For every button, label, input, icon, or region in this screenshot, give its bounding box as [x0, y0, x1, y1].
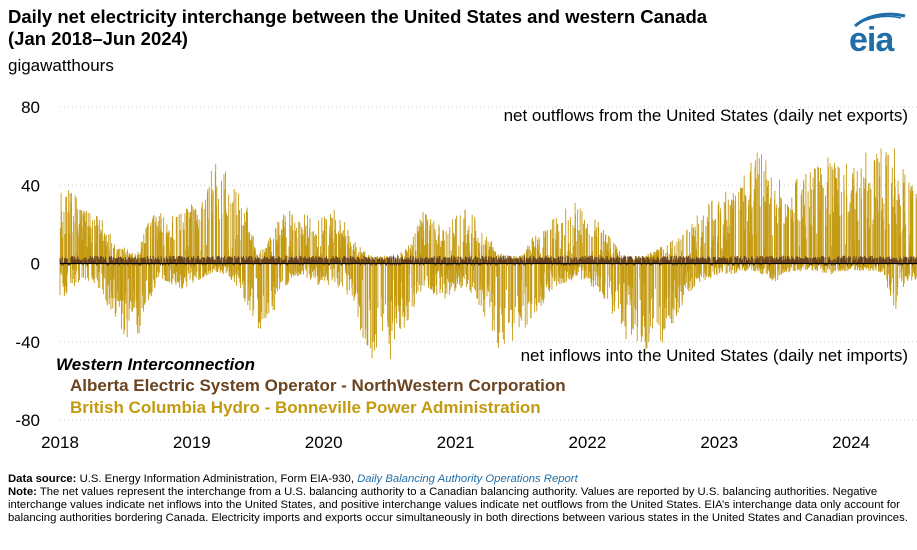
annotation-net-exports: net outflows from the United States (dai…	[504, 106, 908, 125]
chart-title-line2: (Jan 2018–Jun 2024)	[8, 28, 188, 49]
legend-title: Western Interconnection	[56, 355, 255, 374]
source-text: U.S. Energy Information Administration, …	[79, 473, 354, 485]
eia-logo: eia	[845, 12, 911, 58]
y-tick-label: 80	[21, 98, 40, 117]
legend-item-alberta: Alberta Electric System Operator - North…	[70, 376, 566, 395]
unit-label: gigawatthours	[8, 56, 114, 75]
x-tick-label: 2021	[437, 433, 475, 452]
legend: Western Interconnection Alberta Electric…	[56, 355, 566, 417]
note: Note: The net values represent the inter…	[8, 486, 913, 525]
x-tick-label: 2022	[568, 433, 606, 452]
x-tick-label: 2019	[173, 433, 211, 452]
note-label: Note:	[8, 486, 37, 498]
data-source: Data source: U.S. Energy Information Adm…	[8, 473, 913, 486]
y-tick-label: 40	[21, 176, 40, 195]
y-tick-label: 0	[31, 255, 40, 274]
eia-logo-arc-icon	[854, 12, 906, 28]
source-label: Data source:	[8, 473, 77, 485]
data-bars	[59, 148, 917, 360]
footer: Data source: U.S. Energy Information Adm…	[8, 473, 913, 525]
eia-logo-text: eia	[849, 21, 894, 59]
grid-lines	[60, 106, 917, 421]
x-tick-label: 2020	[305, 433, 343, 452]
legend-item-british-columbia: British Columbia Hydro - Bonneville Powe…	[70, 398, 541, 417]
x-tick-label: 2023	[700, 433, 738, 452]
annotation-net-imports: net inflows into the United States (dail…	[521, 346, 908, 365]
chart-title-line1: Daily net electricity interchange betwee…	[8, 6, 708, 27]
y-tick-label: -80	[15, 411, 40, 430]
source-report-link[interactable]: Daily Balancing Authority Operations Rep…	[357, 473, 578, 485]
x-tick-label: 2024	[832, 433, 870, 452]
chart-title: Daily net electricity interchange betwee…	[8, 6, 828, 50]
y-tick-label: -40	[15, 333, 40, 352]
note-text: The net values represent the interchange…	[8, 486, 908, 524]
x-tick-label: 2018	[41, 433, 79, 452]
